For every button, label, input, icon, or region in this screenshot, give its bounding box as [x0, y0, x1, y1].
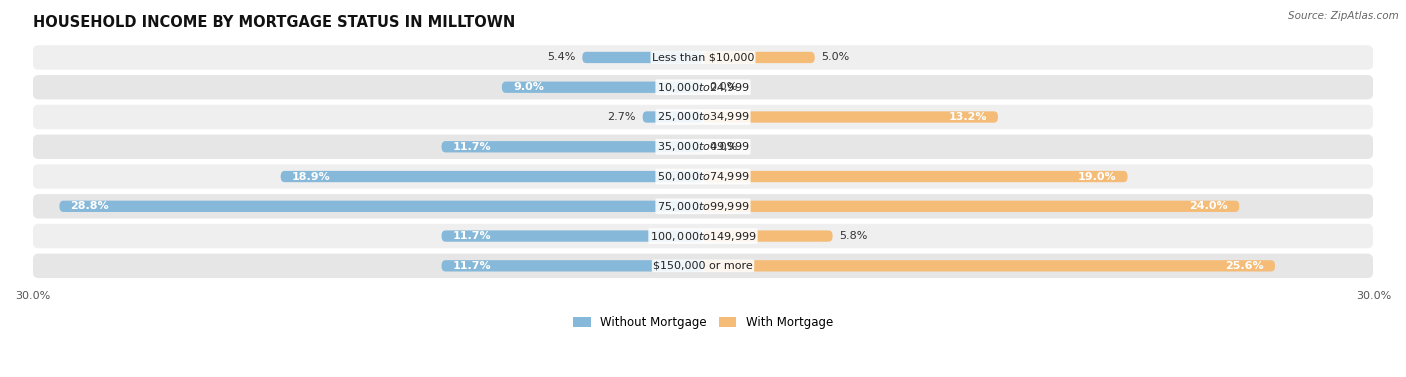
Text: HOUSEHOLD INCOME BY MORTGAGE STATUS IN MILLTOWN: HOUSEHOLD INCOME BY MORTGAGE STATUS IN M… [32, 15, 515, 30]
Text: Less than $10,000: Less than $10,000 [652, 52, 754, 63]
FancyBboxPatch shape [59, 201, 703, 212]
Text: 24.0%: 24.0% [1189, 201, 1227, 211]
FancyBboxPatch shape [32, 75, 1374, 100]
FancyBboxPatch shape [703, 171, 1128, 182]
Legend: Without Mortgage, With Mortgage: Without Mortgage, With Mortgage [568, 311, 838, 334]
Text: $150,000 or more: $150,000 or more [654, 261, 752, 271]
Text: $50,000 to $74,999: $50,000 to $74,999 [657, 170, 749, 183]
Text: 5.8%: 5.8% [839, 231, 868, 241]
FancyBboxPatch shape [32, 105, 1374, 129]
Text: 19.0%: 19.0% [1078, 172, 1116, 182]
FancyBboxPatch shape [441, 141, 703, 152]
Text: 11.7%: 11.7% [453, 261, 491, 271]
FancyBboxPatch shape [703, 111, 998, 123]
FancyBboxPatch shape [32, 164, 1374, 189]
Text: $100,000 to $149,999: $100,000 to $149,999 [650, 230, 756, 242]
Text: Source: ZipAtlas.com: Source: ZipAtlas.com [1288, 11, 1399, 21]
FancyBboxPatch shape [643, 111, 703, 123]
FancyBboxPatch shape [441, 230, 703, 242]
Text: 9.0%: 9.0% [513, 82, 544, 92]
FancyBboxPatch shape [502, 81, 703, 93]
Text: 28.8%: 28.8% [70, 201, 110, 211]
FancyBboxPatch shape [32, 224, 1374, 248]
Text: 11.7%: 11.7% [453, 231, 491, 241]
FancyBboxPatch shape [32, 254, 1374, 278]
Text: 5.0%: 5.0% [821, 52, 849, 63]
Text: 2.7%: 2.7% [607, 112, 636, 122]
Text: $75,000 to $99,999: $75,000 to $99,999 [657, 200, 749, 213]
FancyBboxPatch shape [32, 194, 1374, 219]
FancyBboxPatch shape [703, 201, 1239, 212]
Text: 0.0%: 0.0% [710, 142, 738, 152]
FancyBboxPatch shape [703, 52, 814, 63]
Text: $35,000 to $49,999: $35,000 to $49,999 [657, 140, 749, 153]
FancyBboxPatch shape [703, 260, 1275, 271]
Text: 25.6%: 25.6% [1225, 261, 1264, 271]
FancyBboxPatch shape [32, 45, 1374, 70]
Text: 18.9%: 18.9% [292, 172, 330, 182]
FancyBboxPatch shape [441, 260, 703, 271]
FancyBboxPatch shape [281, 171, 703, 182]
Text: 0.0%: 0.0% [710, 82, 738, 92]
Text: 13.2%: 13.2% [948, 112, 987, 122]
Text: 11.7%: 11.7% [453, 142, 491, 152]
Text: 5.4%: 5.4% [547, 52, 575, 63]
FancyBboxPatch shape [703, 230, 832, 242]
FancyBboxPatch shape [582, 52, 703, 63]
FancyBboxPatch shape [32, 135, 1374, 159]
Text: $10,000 to $24,999: $10,000 to $24,999 [657, 81, 749, 94]
Text: $25,000 to $34,999: $25,000 to $34,999 [657, 110, 749, 124]
